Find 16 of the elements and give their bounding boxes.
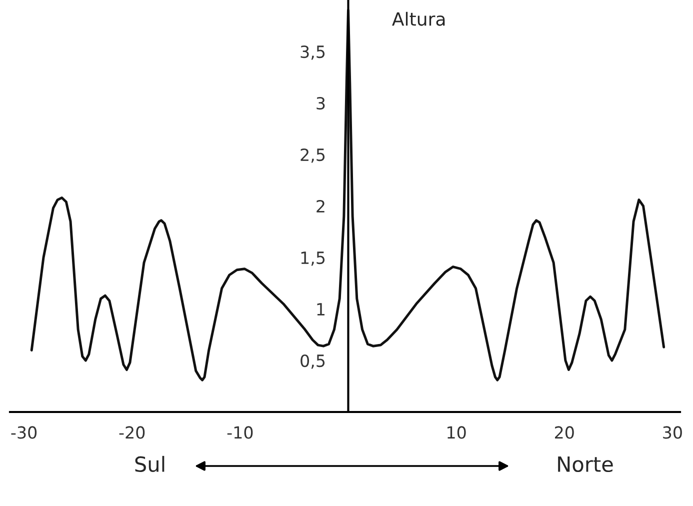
y-tick-label: 3 — [316, 96, 325, 110]
x-tick-label: 10 — [448, 426, 466, 439]
y-tick-label: 2,5 — [300, 148, 325, 163]
text: Norte — [558, 456, 613, 472]
x-tick-label: -10 — [227, 426, 253, 439]
y-tick-label: 0,5 — [300, 354, 325, 369]
x-tick-label: -30 — [11, 426, 37, 439]
y-tick-label: 3,5 — [300, 45, 325, 60]
x-tick-label: 30 — [663, 426, 682, 439]
y-axis-title: Altura — [392, 12, 445, 26]
x-tick-label: -20 — [119, 426, 145, 439]
x-tick-label: 20 — [554, 426, 574, 439]
text: Sul — [135, 456, 164, 472]
y-tick-label: 2 — [316, 200, 324, 212]
y-tick-label: 1 — [317, 303, 324, 316]
y-tick-label: 1,5 — [301, 252, 325, 266]
